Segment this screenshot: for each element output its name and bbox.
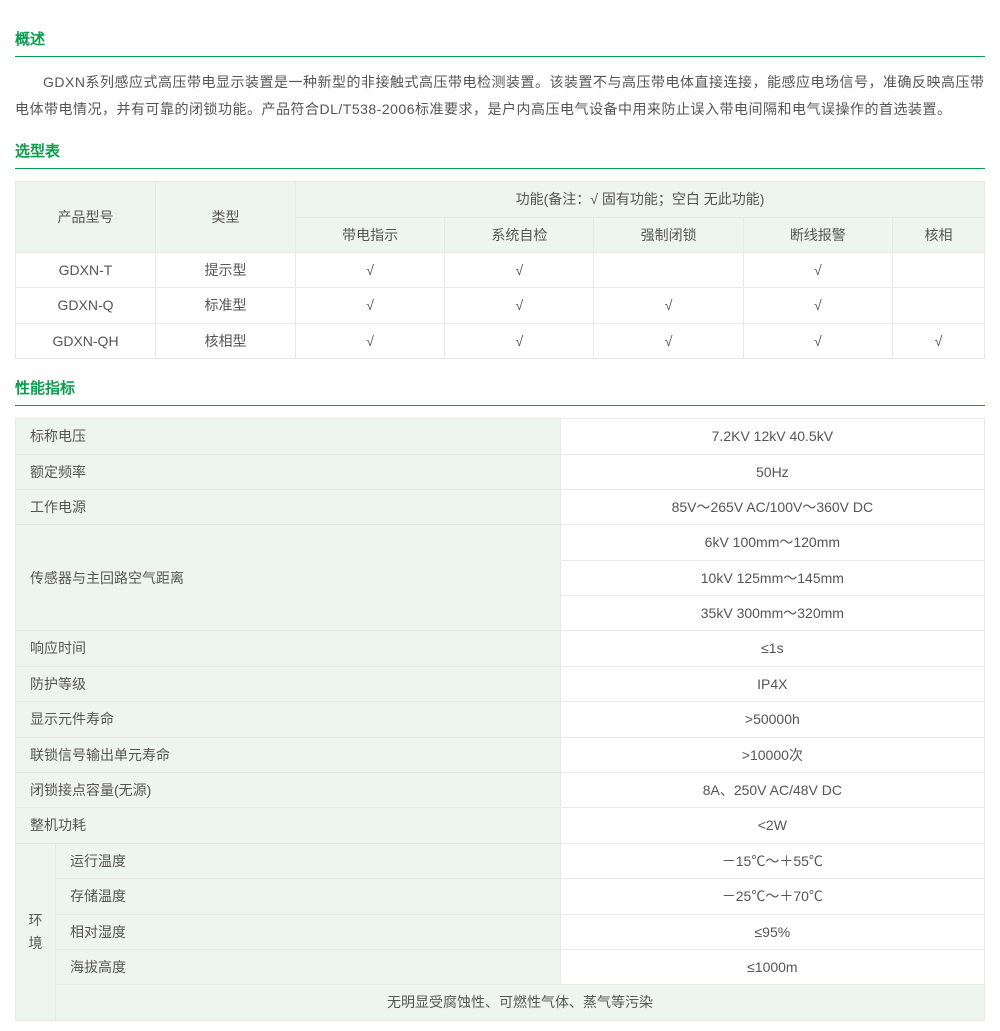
selection-table: 产品型号 类型 功能(备注：√ 固有功能；空白 无此功能) 带电指示 系统自检 … <box>15 181 985 359</box>
perf-label: 响应时间 <box>16 631 561 666</box>
perf-sublabel: 相对湿度 <box>56 914 561 949</box>
perf-val: 35kV 300mm～320mm <box>560 596 984 631</box>
perf-env-label: 环境 <box>16 843 56 1020</box>
perf-val: IP4X <box>560 666 984 701</box>
perf-sublabel: 运行温度 <box>56 843 561 878</box>
perf-label: 防护等级 <box>16 666 561 701</box>
perf-val: >50000h <box>560 702 984 737</box>
cell-val: √ <box>296 252 445 287</box>
subheader-0: 带电指示 <box>296 217 445 252</box>
cell-type: 提示型 <box>156 252 296 287</box>
cell-val: √ <box>743 252 892 287</box>
perf-label: 整机功耗 <box>16 808 561 843</box>
perf-label: 工作电源 <box>16 489 561 524</box>
subheader-3: 断线报警 <box>743 217 892 252</box>
subheader-1: 系统自检 <box>445 217 594 252</box>
cell-model: GDXN-QH <box>16 323 156 358</box>
perf-val: －15℃～＋55℃ <box>560 843 984 878</box>
perf-label: 额定频率 <box>16 454 561 489</box>
cell-val: √ <box>445 288 594 323</box>
perf-label: 联锁信号输出单元寿命 <box>16 737 561 772</box>
cell-val: √ <box>445 323 594 358</box>
cell-type: 核相型 <box>156 323 296 358</box>
perf-val: <2W <box>560 808 984 843</box>
perf-sublabel: 海拔高度 <box>56 950 561 985</box>
perf-val: 6kV 100mm～120mm <box>560 525 984 560</box>
cell-val: √ <box>594 288 743 323</box>
perf-label: 标称电压 <box>16 419 561 454</box>
header-type: 类型 <box>156 182 296 253</box>
perf-val: 85V～265V AC/100V～360V DC <box>560 489 984 524</box>
selection-title: 选型表 <box>15 140 985 169</box>
cell-val: √ <box>296 288 445 323</box>
cell-type: 标准型 <box>156 288 296 323</box>
cell-val: √ <box>594 323 743 358</box>
perf-val: >10000次 <box>560 737 984 772</box>
cell-val <box>892 288 984 323</box>
cell-val: √ <box>296 323 445 358</box>
perf-val: 7.2KV 12kV 40.5kV <box>560 419 984 454</box>
overview-title: 概述 <box>15 28 985 57</box>
overview-text: GDXN系列感应式高压带电显示装置是一种新型的非接触式高压带电检测装置。该装置不… <box>15 69 985 122</box>
cell-model: GDXN-T <box>16 252 156 287</box>
perf-val: ≤95% <box>560 914 984 949</box>
table-row: GDXN-QH 核相型 √ √ √ √ √ <box>16 323 985 358</box>
perf-val: ≤1000m <box>560 950 984 985</box>
perf-title: 性能指标 <box>15 377 985 406</box>
perf-val: 10kV 125mm～145mm <box>560 560 984 595</box>
perf-sensor-label: 传感器与主回路空气距离 <box>16 525 561 631</box>
cell-val: √ <box>892 323 984 358</box>
perf-env-note: 无明显受腐蚀性、可燃性气体、蒸气等污染 <box>56 985 985 1020</box>
perf-table: 标称电压7.2KV 12kV 40.5kV 额定频率50Hz 工作电源85V～2… <box>15 418 985 1021</box>
subheader-4: 核相 <box>892 217 984 252</box>
cell-val: √ <box>743 323 892 358</box>
perf-val: 8A、250V AC/48V DC <box>560 773 984 808</box>
perf-val: 50Hz <box>560 454 984 489</box>
perf-val: －25℃～＋70℃ <box>560 879 984 914</box>
cell-model: GDXN-Q <box>16 288 156 323</box>
perf-val: ≤1s <box>560 631 984 666</box>
perf-sublabel: 存储温度 <box>56 879 561 914</box>
subheader-2: 强制闭锁 <box>594 217 743 252</box>
cell-val <box>594 252 743 287</box>
perf-label: 显示元件寿命 <box>16 702 561 737</box>
perf-label: 闭锁接点容量(无源) <box>16 773 561 808</box>
cell-val: √ <box>743 288 892 323</box>
cell-val <box>892 252 984 287</box>
table-row: GDXN-T 提示型 √ √ √ <box>16 252 985 287</box>
table-row: GDXN-Q 标准型 √ √ √ √ <box>16 288 985 323</box>
cell-val: √ <box>445 252 594 287</box>
header-func: 功能(备注：√ 固有功能；空白 无此功能) <box>296 182 985 217</box>
header-model: 产品型号 <box>16 182 156 253</box>
